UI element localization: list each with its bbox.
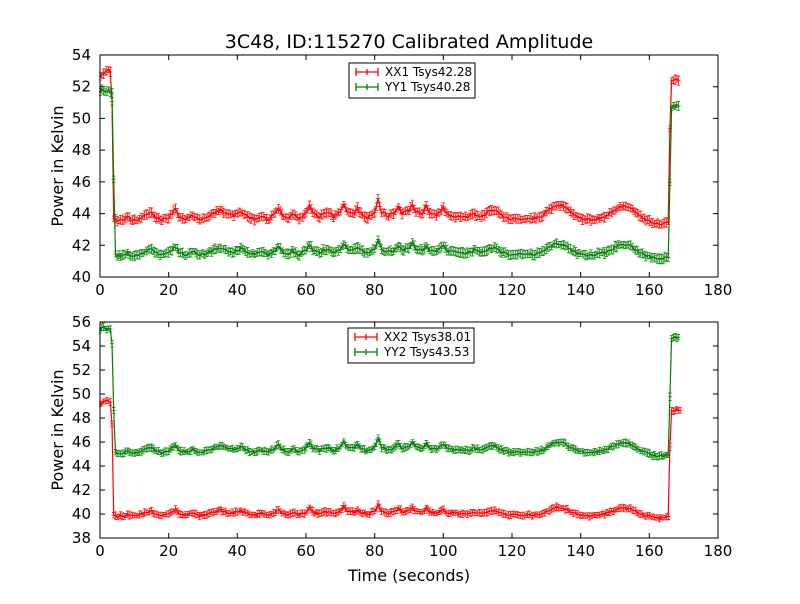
- legend-label: XX1 Tsys42.28: [385, 65, 472, 79]
- legend-box: [347, 327, 475, 364]
- legend-label: YY1 Tsys40.28: [384, 80, 470, 94]
- y-tick-label: 50: [72, 385, 91, 403]
- legend-errorbar-marker: [355, 83, 379, 91]
- x-tick-label: 100: [429, 542, 458, 560]
- y-tick-label: 52: [72, 361, 91, 379]
- legend-errorbar-marker: [355, 68, 379, 76]
- y-tick-label: 44: [72, 205, 91, 223]
- series-yy1-line: [99, 88, 679, 261]
- y-tick-label: 46: [72, 173, 91, 191]
- x-tick-label: 20: [159, 542, 178, 560]
- x-tick-label: 120: [498, 281, 527, 299]
- y-tick-label: 56: [72, 313, 91, 331]
- series-xx1-line: [99, 68, 679, 226]
- subplot-top: 0 20 40 60 80 100 120 140 160 180 40 42 44 46 48 50 52 54…: [72, 46, 732, 299]
- series-yy2-line: [99, 325, 679, 458]
- x-tick-label: 100: [429, 281, 458, 299]
- x-tick-label: 40: [228, 281, 247, 299]
- legend-label: YY2 Tsys43.53: [383, 345, 469, 359]
- y-tick-label: 42: [72, 236, 91, 254]
- y-tick-label: 54: [72, 46, 91, 64]
- y-tick-label: 50: [72, 109, 91, 127]
- y-tick-label: 54: [72, 337, 91, 355]
- x-tick-label: 80: [365, 281, 384, 299]
- y-axis-label-top: Power in Kelvin: [48, 105, 67, 226]
- y-tick-label: 38: [72, 529, 91, 547]
- chart-title: 3C48, ID:115270 Calibrated Amplitude: [225, 31, 593, 53]
- x-tick-label: 140: [566, 281, 595, 299]
- y-axis-label-bottom: Power in Kelvin: [48, 369, 67, 490]
- x-tick-label: 20: [159, 281, 178, 299]
- axis-ticks: 0 20 40 60 80 100 120 140 160 180 40 42 44 46 48 50 52 54: [72, 46, 732, 299]
- legend-errorbar-marker: [354, 348, 378, 356]
- x-tick-label: 140: [566, 542, 595, 560]
- y-tick-label: 40: [72, 268, 91, 286]
- legend-label: XX2 Tsys38.01: [384, 330, 471, 344]
- legend-errorbar-marker: [354, 333, 378, 341]
- x-tick-label: 180: [704, 542, 733, 560]
- y-tick-label: 52: [72, 78, 91, 96]
- legend-box: [348, 62, 476, 99]
- y-tick-label: 46: [72, 433, 91, 451]
- x-tick-label: 40: [228, 542, 247, 560]
- y-tick-label: 48: [72, 409, 91, 427]
- x-axis-label: Time (seconds): [347, 566, 470, 585]
- x-tick-label: 160: [635, 542, 664, 560]
- x-tick-label: 180: [704, 281, 733, 299]
- axes-frame: [99, 54, 719, 278]
- axis-ticks: 0 20 40 60 80 100 120 140 160 180 38 40 42 44 46 48 50 52…: [72, 313, 732, 560]
- x-tick-label: 80: [365, 542, 384, 560]
- x-tick-label: 0: [95, 281, 105, 299]
- x-tick-label: 60: [296, 281, 315, 299]
- x-tick-label: 60: [296, 542, 315, 560]
- x-tick-label: 120: [498, 542, 527, 560]
- y-tick-label: 48: [72, 141, 91, 159]
- series-xx2-line: [99, 399, 681, 520]
- axes-frame: [99, 321, 719, 539]
- y-tick-label: 40: [72, 505, 91, 523]
- x-tick-label: 160: [635, 281, 664, 299]
- subplot-bottom: 0 20 40 60 80 100 120 140 160 180 38 40 42 44 46 48 50 52…: [72, 313, 732, 560]
- y-tick-label: 42: [72, 481, 91, 499]
- y-tick-label: 44: [72, 457, 91, 475]
- x-tick-label: 0: [95, 542, 105, 560]
